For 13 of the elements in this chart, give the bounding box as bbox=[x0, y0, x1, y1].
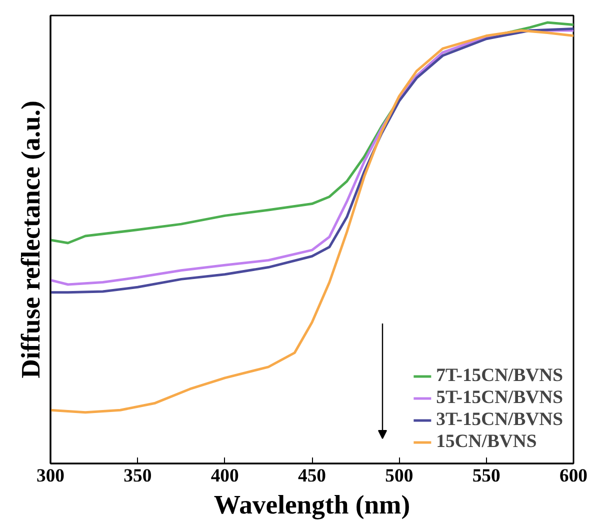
x-tick-label: 600 bbox=[560, 466, 588, 486]
y-axis-title: Diffuse reflectance (a.u.) bbox=[16, 100, 46, 378]
legend-label: 3T-15CN/BVNS bbox=[436, 409, 563, 431]
x-tick-label: 400 bbox=[210, 466, 239, 486]
legend-label: 5T-15CN/BVNS bbox=[436, 387, 563, 409]
x-tick-label: 500 bbox=[385, 466, 414, 486]
x-tick-label: 350 bbox=[124, 466, 152, 486]
x-tick-label: 300 bbox=[36, 466, 64, 486]
x-tick-label: 550 bbox=[472, 466, 500, 486]
x-axis-title: Wavelength (nm) bbox=[214, 490, 410, 520]
legend-label: 7T-15CN/BVNS bbox=[436, 365, 563, 387]
x-tick-label: 450 bbox=[298, 466, 326, 486]
legend-label: 15CN/BVNS bbox=[436, 431, 537, 453]
